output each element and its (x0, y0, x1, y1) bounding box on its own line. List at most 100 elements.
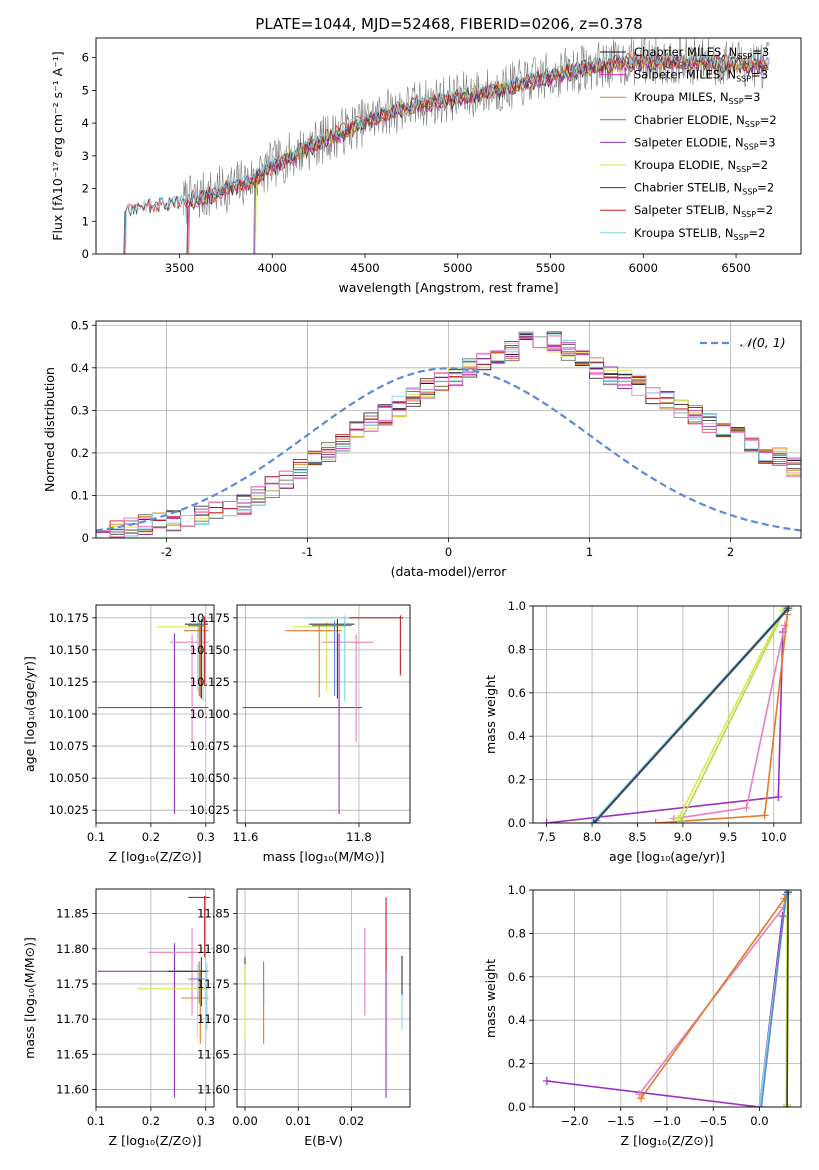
mass-weight-vs-metallicity-marker-1-0 (635, 1089, 644, 1098)
spectrum-legend-entry-5: Kroupa ELODIE, NSSP=2 (634, 158, 768, 174)
mass-weight-vs-age-xlabel: age [log₁₀(age/yr)] (609, 849, 725, 864)
spectrum-xlabel: wavelength [Angstrom, rest frame] (338, 280, 558, 295)
mass-weight-vs-age-marker-0-1 (774, 792, 783, 801)
mass-vs-metallicity-point-2 (137, 964, 209, 1039)
mass-vs-extinction-ytick-label-0: 11.60 (197, 1082, 230, 1096)
mass-weight-vs-metallicity-panel: −2.0 −1.5 −1.0 −0.5 0.0 0.0 0.2 0.4 0.6 0.8 1.0 Z [… (483, 883, 802, 1148)
age-vs-metallicity-xtick-label-0: 0.1 (87, 830, 105, 844)
age-vs-mass-point-5 (305, 615, 362, 702)
residuals-gaussian-curve (96, 367, 801, 532)
spectrum-xtick-label-4: 5500 (536, 261, 565, 275)
spectrum-model-line-3 (253, 54, 769, 254)
mass-vs-extinction-ytick-label-4: 11.80 (197, 942, 230, 956)
spectrum-legend-entry-3: Chabrier ELODIE, NSSP=2 (634, 113, 777, 129)
mass-weight-vs-age-ytick-label-0: 0.0 (508, 816, 526, 830)
mass-vs-metallicity-xtick-label-2: 0.3 (197, 1114, 215, 1128)
mass-weight-vs-age-marker-0-0 (542, 819, 551, 823)
age-vs-metallicity-ytick-label-1: 10.050 (49, 771, 89, 785)
age-vs-metallicity-point-7 (188, 620, 205, 697)
age-vs-mass-marks (242, 615, 404, 815)
mass-weight-vs-metallicity-xlabel: Z [log₁₀(Z/Z⊙)] (621, 1133, 714, 1148)
age-vs-metallicity-point-6 (202, 616, 209, 686)
mass-weight-vs-age-ytick-label-3: 0.6 (508, 686, 526, 700)
mass-weight-vs-metallicity-ytick-label-1: 0.2 (508, 1057, 526, 1071)
residuals-panel: -2 -1 0 1 2 0 0.1 0.2 0.3 0.4 0.5 (data-model)/erro… (42, 318, 802, 579)
residuals-xtick-label-0: -2 (161, 545, 172, 559)
mass-vs-metallicity-ytick-label-2: 11.70 (56, 1012, 89, 1026)
age-vs-mass-ytick-label-1: 10.050 (190, 771, 230, 785)
spectrum-xtick-label-0: 3500 (165, 261, 194, 275)
age-vs-mass-panel: 11.6 11.8 10.025 10.050 10.075 10.100 10.125 10… (190, 604, 411, 864)
mass-vs-metallicity-ytick-label-5: 11.85 (56, 907, 89, 921)
mass-weight-vs-metallicity-xtick-label-0: −2.0 (561, 1114, 589, 1128)
spectrum-legend-entry-1: Salpeter MILES, NSSP=3 (634, 68, 768, 84)
age-vs-metallicity-xtick-label-2: 0.3 (197, 830, 215, 844)
age-vs-mass-ytick-label-2: 10.075 (190, 739, 230, 753)
age-vs-metallicity-xtick-label-1: 0.2 (142, 830, 160, 844)
spectrum-ytick-label-4: 4 (82, 116, 89, 130)
mass-weight-vs-metallicity-ytick-label-2: 0.4 (508, 1013, 526, 1027)
age-vs-metallicity-ylabel: age [log₁₀(age/yr)] (22, 656, 37, 772)
mass-weight-vs-metallicity-marker-6-1 (782, 890, 791, 899)
mass-weight-vs-age-line-3 (677, 609, 784, 820)
mass-weight-vs-age-marker-2-0 (651, 819, 660, 823)
spectrum-ytick-label-6: 6 (82, 51, 89, 65)
mass-weight-vs-metallicity-marker-7-1 (784, 890, 793, 897)
age-vs-metallicity-ytick-label-4: 10.125 (49, 675, 89, 689)
mass-weight-vs-age-ytick-label-2: 0.4 (508, 729, 526, 743)
spectrum-ytick-label-5: 5 (82, 83, 89, 97)
spectrum-legend-entry-4: Salpeter ELODIE, NSSP=3 (634, 135, 776, 151)
spectrum-ytick-label-1: 1 (82, 214, 89, 228)
mass-vs-extinction-ytick-label-2: 11.70 (197, 1012, 230, 1026)
residuals-xlabel: (data-model)/error (391, 564, 508, 579)
mass-weight-vs-metallicity-marker-2-0 (637, 1094, 646, 1103)
age-vs-mass-ytick-label-6: 10.175 (190, 611, 230, 625)
mass-vs-extinction-ytick-label-3: 11.75 (197, 977, 230, 991)
mass-weight-vs-age-line-4 (680, 607, 787, 822)
age-vs-mass-point-7 (311, 620, 352, 697)
mass-weight-vs-age-xtick-label-5: 10.0 (761, 830, 787, 844)
residuals-ylabel: Normed distribution (42, 367, 57, 492)
residuals-ytick-label-0: 0 (82, 531, 89, 545)
mass-weight-vs-metallicity-xtick-label-2: −1.0 (653, 1114, 681, 1128)
mass-vs-metallicity-ytick-label-3: 11.75 (56, 977, 89, 991)
spectrum-frame (95, 37, 802, 255)
residuals-histogram-9 (96, 331, 801, 538)
mass-vs-metallicity-point-7 (188, 961, 205, 1004)
mass-weight-vs-age-panel: 7.5 8.0 8.5 9.0 9.5 10.0 0.0 0.2 0.4 0.6 0.8 1.0 age… (483, 599, 802, 864)
mass-vs-metallicity-xlabel: Z [log₁₀(Z/Z⊙)] (109, 1133, 202, 1148)
mass-vs-extinction-xlabel: E(B-V) (304, 1133, 343, 1148)
mass-vs-metallicity-frame (95, 888, 215, 1108)
mass-vs-metallicity-xtick-label-0: 0.1 (87, 1114, 105, 1128)
age-vs-mass-xtick-label-1: 11.8 (346, 830, 372, 844)
mass-weight-vs-age-ylabel: mass weight (483, 675, 498, 754)
mass-weight-vs-metallicity-xtick-label-1: −1.5 (607, 1114, 635, 1128)
spectrum-model-line-7 (124, 52, 769, 254)
mass-weight-vs-metallicity-marker-7-0 (783, 1103, 792, 1107)
mass-weight-vs-age-marker-2-1 (760, 811, 769, 820)
mass-weight-vs-metallicity-marker-1-1 (779, 903, 788, 912)
mass-weight-vs-age-xtick-label-4: 9.5 (719, 830, 737, 844)
spectrum-legend-entry-7: Salpeter STELIB, NSSP=2 (634, 203, 773, 219)
age-vs-metallicity-point-0 (97, 633, 209, 815)
mass-weight-vs-metallicity-marker-5-0 (755, 1103, 764, 1107)
spectrum-ylabel: Flux [fλ10⁻¹⁷ erg cm⁻² s⁻¹ A⁻¹] (50, 51, 65, 240)
residuals-legend-label: 𝒩(0, 1) (740, 335, 786, 350)
age-vs-mass-point-1 (322, 634, 374, 743)
age-vs-metallicity-point-1 (170, 634, 209, 743)
mass-weight-vs-metallicity-xtick-label-3: −0.5 (699, 1114, 727, 1128)
spectrum-xtick-label-6: 6500 (721, 261, 750, 275)
age-vs-mass-point-6 (349, 615, 404, 676)
residuals-ytick-label-4: 0.4 (71, 361, 89, 375)
age-vs-metallicity-ytick-label-6: 10.175 (49, 611, 89, 625)
mass-weight-vs-age-marker-5-0 (588, 819, 597, 823)
mass-weight-vs-metallicity-marker-6-0 (757, 1103, 766, 1107)
mass-vs-metallicity-point-5 (188, 896, 211, 958)
mass-vs-extinction-frame (236, 888, 411, 1108)
mass-weight-vs-age-xtick-label-1: 8.0 (583, 830, 601, 844)
mass-weight-vs-metallicity-line-7 (786, 892, 789, 1107)
mass-weight-vs-age-xtick-label-2: 8.5 (628, 830, 646, 844)
mass-vs-metallicity-point-3 (181, 969, 209, 1044)
spectrum-legend-entry-6: Chabrier STELIB, NSSP=2 (634, 181, 774, 197)
